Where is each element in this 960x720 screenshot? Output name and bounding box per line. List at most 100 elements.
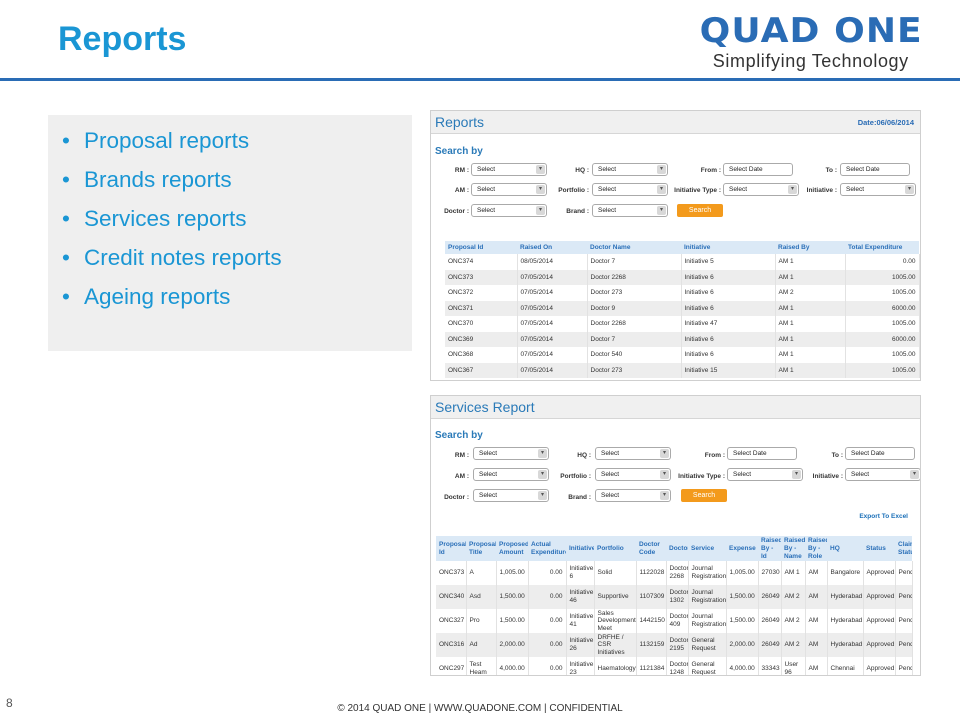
column-header[interactable]: Raised By - Name (781, 536, 805, 561)
table-cell: AM (805, 609, 828, 633)
table-row[interactable]: ONC327 Pro 1,500.00 0.00 Initiative 41 Sales … (436, 609, 913, 633)
table-cell: Doctor 9 (587, 300, 682, 316)
column-header[interactable]: Portfolio (594, 536, 636, 561)
rm-select[interactable]: Select ▾ (473, 447, 549, 460)
hq-select[interactable]: Select ▾ (592, 163, 668, 176)
column-header[interactable]: Proposed Amount (496, 536, 528, 561)
column-header[interactable]: Initiative (566, 536, 594, 561)
rm-select[interactable]: Select ▾ (471, 163, 547, 176)
bullet-item: • Ageing reports (62, 277, 412, 316)
export-to-excel-link[interactable]: Export To Excel (859, 513, 908, 520)
from-date-input[interactable]: Select Date (727, 447, 797, 460)
column-header[interactable]: Actual Expenditure (528, 536, 566, 561)
table-cell: Initiative 6 (681, 269, 776, 285)
brand-select[interactable]: Select ▾ (592, 204, 668, 217)
table-row[interactable]: ONC367 07/05/2014 Doctor 273 Initiative 15 A… (445, 362, 920, 378)
table-cell: 1005.00 (845, 316, 920, 332)
table-cell: Initiative 6 (681, 300, 776, 316)
table-cell: Initiative 6 (681, 331, 776, 347)
table-cell: AM (805, 657, 828, 675)
table-cell: Test Heam (466, 657, 497, 675)
table-cell: Pro (466, 609, 497, 633)
column-header[interactable]: Raised By - Role (805, 536, 827, 561)
table-row[interactable]: ONC316 Ad 2,000.00 0.00 Initiative 26 DRFHE /… (436, 633, 913, 657)
table-cell: ONC372 (445, 285, 518, 301)
table-cell: Doctor 409 (666, 609, 689, 633)
table-row[interactable]: ONC373 A 1,005.00 0.00 Initiative 6 Solid 1122… (436, 561, 913, 585)
portfolio-select[interactable]: Select ▾ (595, 468, 671, 481)
report-types-list: • Proposal reports • Brands reports • Service… (48, 115, 412, 316)
search-button[interactable]: Search (677, 204, 723, 217)
table-row[interactable]: ONC370 07/05/2014 Doctor 2268 Initiative 47… (445, 316, 920, 332)
column-header[interactable]: Claim Status (895, 536, 912, 561)
column-header[interactable]: Total Expenditure (845, 241, 919, 254)
table-cell: 1107309 (636, 585, 667, 609)
hq-label: HQ : (575, 167, 589, 174)
table-row[interactable]: ONC374 08/05/2014 Doctor 7 Initiative 5 AM 1… (445, 254, 920, 270)
hq-select[interactable]: Select ▾ (595, 447, 671, 460)
table-cell: Initiative 46 (566, 585, 595, 609)
chevron-down-icon: ▾ (657, 185, 666, 194)
table-cell: 0.00 (528, 561, 567, 585)
table-cell: 1132159 (636, 633, 667, 657)
table-row[interactable]: ONC369 07/05/2014 Doctor 7 Initiative 6 AM 1… (445, 331, 920, 347)
table-cell: 1,500.00 (726, 609, 759, 633)
chevron-down-icon: ▾ (538, 491, 547, 500)
header-divider (0, 78, 960, 81)
column-header[interactable]: Service (688, 536, 726, 561)
column-header[interactable]: Raised By - Id (758, 536, 781, 561)
column-header[interactable]: Doctor Name (587, 241, 681, 254)
column-header[interactable]: Proposal Id (436, 536, 466, 561)
table-row[interactable]: ONC340 Asd 1,500.00 0.00 Initiative 46 Suppor… (436, 585, 913, 609)
table-cell: AM 1 (775, 347, 846, 363)
search-by-heading: Search by (435, 146, 483, 157)
table-cell: Supportive (594, 585, 637, 609)
table-row[interactable]: ONC368 07/05/2014 Doctor 540 Initiative 6 AM… (445, 347, 920, 363)
initiative-label: Initiative : (812, 473, 843, 480)
column-header[interactable]: Expense (726, 536, 758, 561)
initiative-type-select[interactable]: Select ▾ (723, 183, 799, 196)
table-row[interactable]: ONC372 07/05/2014 Doctor 273 Initiative 6 AM… (445, 285, 920, 301)
column-header[interactable]: Raised By (775, 241, 845, 254)
initiative-type-select[interactable]: Select ▾ (727, 468, 803, 481)
table-row[interactable]: ONC371 07/05/2014 Doctor 9 Initiative 6 AM 1… (445, 300, 920, 316)
to-date-input[interactable]: Select Date (840, 163, 910, 176)
bullet-dot: • (62, 245, 70, 270)
column-header[interactable]: HQ (827, 536, 863, 561)
table-cell: 1,005.00 (726, 561, 759, 585)
initiative-select[interactable]: Select ▾ (845, 468, 920, 481)
column-header[interactable]: Doctor (666, 536, 688, 561)
portfolio-select[interactable]: Select ▾ (592, 183, 668, 196)
table-cell: ONC373 (436, 561, 467, 585)
table-cell: Hyderabad (827, 633, 864, 657)
table-cell: A (466, 561, 497, 585)
column-header[interactable]: Proposal Title (466, 536, 496, 561)
initiative-type-label: Initiative Type : (674, 187, 721, 194)
table-cell: ONC316 (436, 633, 467, 657)
table-cell: ONC368 (445, 347, 518, 363)
search-button[interactable]: Search (681, 489, 727, 502)
initiative-select[interactable]: Select ▾ (840, 183, 916, 196)
column-header[interactable]: Initiative (681, 241, 775, 254)
doctor-select[interactable]: Select ▾ (473, 489, 549, 502)
column-header[interactable]: Raised On (517, 241, 587, 254)
column-header[interactable]: Proposal Id (445, 241, 517, 254)
table-cell: ONC370 (445, 316, 518, 332)
to-date-input[interactable]: Select Date (845, 447, 915, 460)
table-cell: 6000.00 (845, 300, 920, 316)
table-cell: 26049 (758, 585, 782, 609)
table-row[interactable]: ONC297 Test Heam 4,000.00 0.00 Initiative 23… (436, 657, 913, 675)
from-date-input[interactable]: Select Date (723, 163, 793, 176)
column-header[interactable]: Status (863, 536, 895, 561)
table-cell: AM 1 (775, 254, 846, 270)
doctor-select[interactable]: Select ▾ (471, 204, 547, 217)
am-select[interactable]: Select ▾ (471, 183, 547, 196)
chevron-down-icon: ▾ (788, 185, 797, 194)
table-cell: Doctor 2268 (666, 561, 689, 585)
table-cell: ONC367 (445, 362, 518, 378)
brand-select[interactable]: Select ▾ (595, 489, 671, 502)
column-header[interactable]: Doctor Code (636, 536, 666, 561)
reports-title: Reports (435, 114, 485, 130)
am-select[interactable]: Select ▾ (473, 468, 549, 481)
